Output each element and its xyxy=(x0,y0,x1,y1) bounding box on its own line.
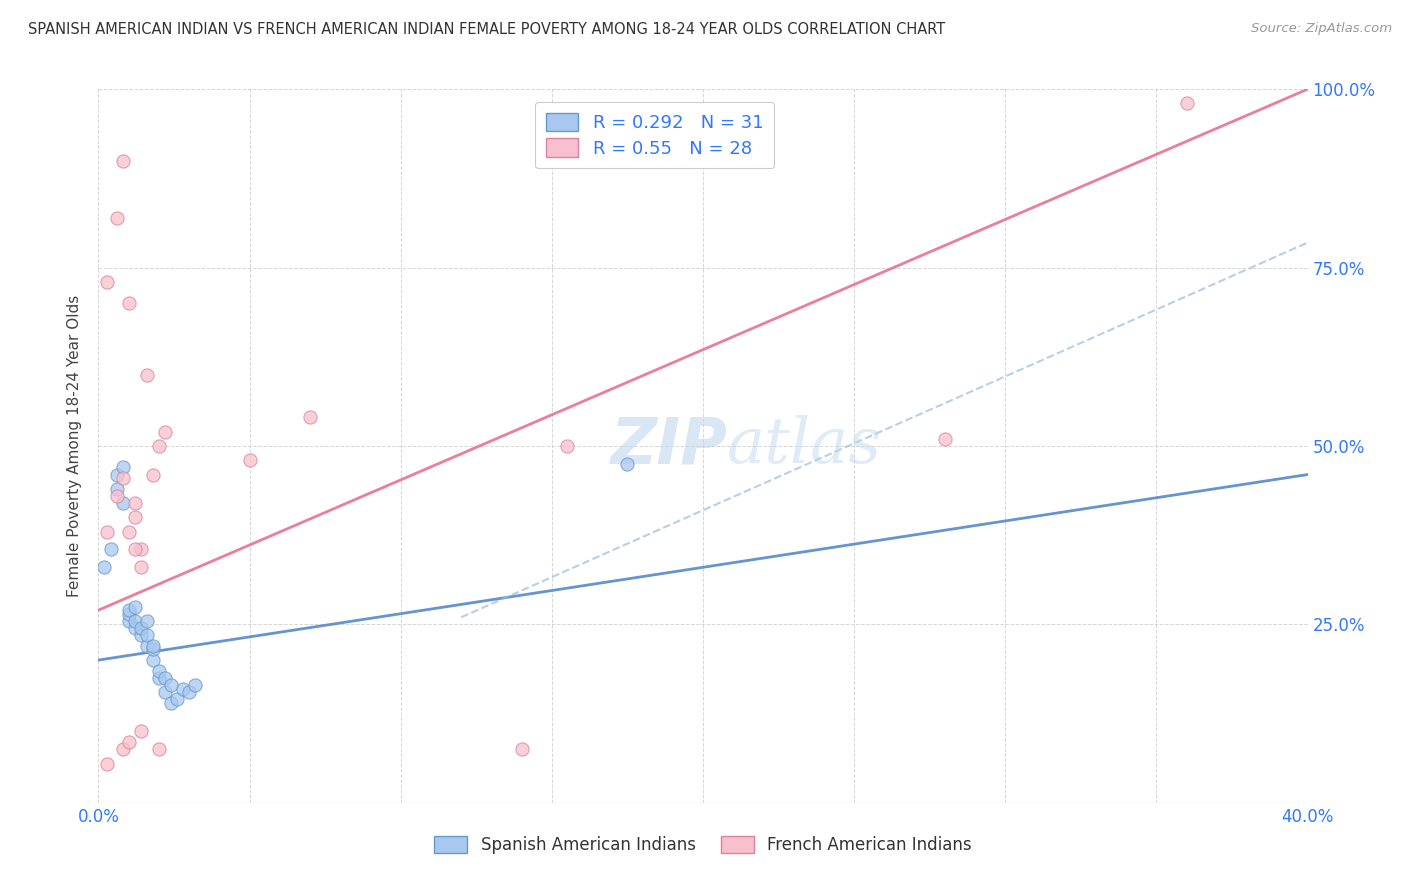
Point xyxy=(135,614,157,628)
Point xyxy=(160,696,183,710)
Point xyxy=(129,560,152,574)
Point xyxy=(153,685,176,699)
Text: atlas: atlas xyxy=(727,415,882,477)
Point xyxy=(153,671,176,685)
Text: ZIP: ZIP xyxy=(610,415,727,477)
Point xyxy=(100,542,122,557)
Point xyxy=(124,614,146,628)
Point xyxy=(172,681,194,696)
Point xyxy=(124,510,146,524)
Point xyxy=(160,678,183,692)
Point xyxy=(124,599,146,614)
Point xyxy=(166,692,188,706)
Point xyxy=(239,453,262,467)
Point xyxy=(148,742,170,756)
Point xyxy=(129,724,152,739)
Point xyxy=(616,457,638,471)
Point xyxy=(111,742,134,756)
Point xyxy=(299,410,322,425)
Point xyxy=(135,639,157,653)
Point xyxy=(934,432,956,446)
Text: Source: ZipAtlas.com: Source: ZipAtlas.com xyxy=(1251,22,1392,36)
Point xyxy=(129,542,152,557)
Point xyxy=(153,425,176,439)
Point xyxy=(118,524,141,539)
Point xyxy=(135,628,157,642)
Point xyxy=(1175,96,1198,111)
Legend: Spanish American Indians, French American Indians: Spanish American Indians, French America… xyxy=(426,828,980,863)
Point xyxy=(142,639,165,653)
Point xyxy=(135,368,157,382)
Point xyxy=(111,471,134,485)
Point xyxy=(129,621,152,635)
Point xyxy=(129,628,152,642)
Point xyxy=(105,482,128,496)
Point xyxy=(111,496,134,510)
Point xyxy=(96,275,118,289)
Point xyxy=(124,496,146,510)
Y-axis label: Female Poverty Among 18-24 Year Olds: Female Poverty Among 18-24 Year Olds xyxy=(67,295,83,597)
Point xyxy=(111,460,134,475)
Point xyxy=(93,560,115,574)
Point xyxy=(142,653,165,667)
Point xyxy=(118,614,141,628)
Point xyxy=(142,642,165,657)
Point xyxy=(124,621,146,635)
Point xyxy=(118,296,141,310)
Point xyxy=(96,524,118,539)
Point xyxy=(118,603,141,617)
Point xyxy=(555,439,578,453)
Point xyxy=(96,756,118,771)
Point xyxy=(148,439,170,453)
Point xyxy=(510,742,533,756)
Point xyxy=(179,685,201,699)
Text: SPANISH AMERICAN INDIAN VS FRENCH AMERICAN INDIAN FEMALE POVERTY AMONG 18-24 YEA: SPANISH AMERICAN INDIAN VS FRENCH AMERIC… xyxy=(28,22,945,37)
Point xyxy=(148,664,170,678)
Point xyxy=(118,607,141,621)
Point xyxy=(142,467,165,482)
Point xyxy=(105,211,128,225)
Point xyxy=(148,671,170,685)
Point xyxy=(124,542,146,557)
Point xyxy=(105,489,128,503)
Point xyxy=(184,678,207,692)
Point xyxy=(118,735,141,749)
Point xyxy=(105,467,128,482)
Point xyxy=(111,153,134,168)
